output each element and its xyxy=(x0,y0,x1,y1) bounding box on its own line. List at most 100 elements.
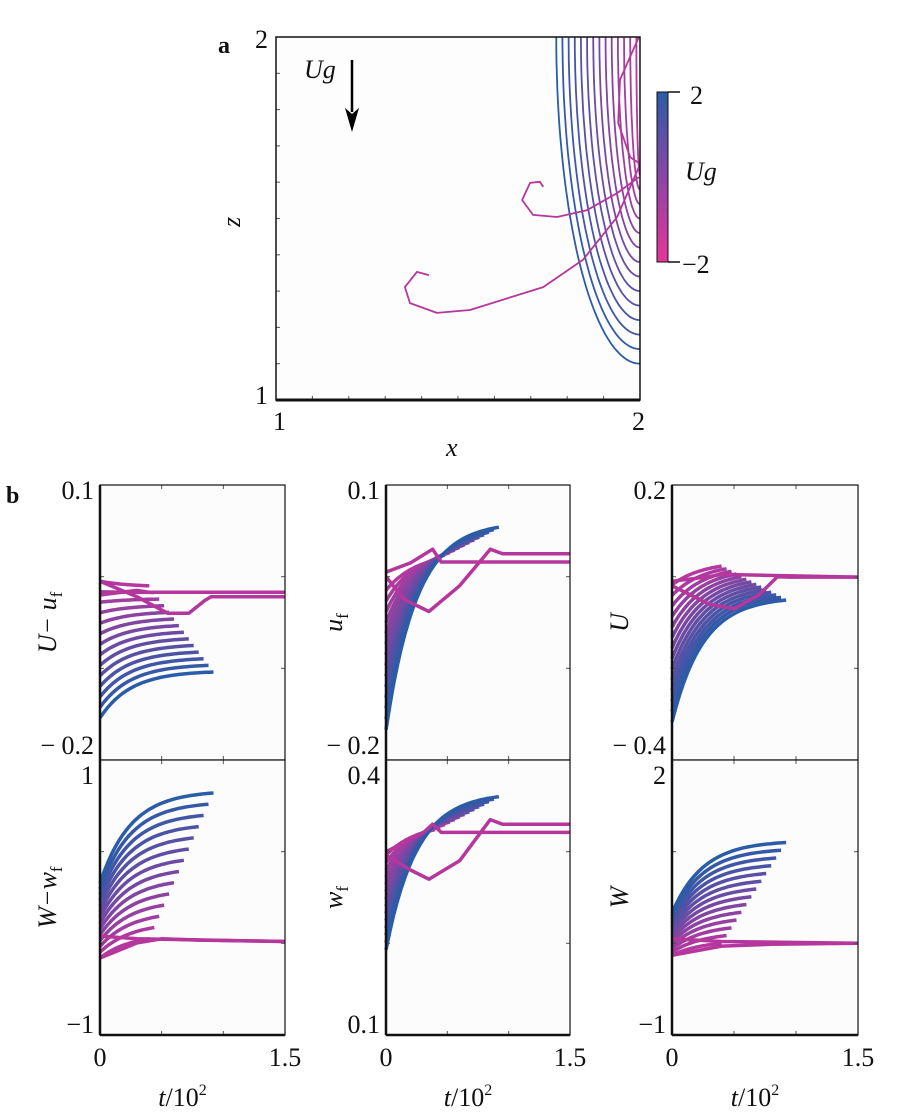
series-line-pink xyxy=(99,579,285,616)
y-axis-label: W−wf xyxy=(33,866,66,929)
plot-area-a xyxy=(276,37,640,400)
x-tick-label: 1.5 xyxy=(269,1043,302,1072)
series-line xyxy=(99,623,179,646)
trajectory-line xyxy=(580,36,641,307)
series-line xyxy=(670,582,757,660)
label-part: U xyxy=(605,611,634,632)
panel-b6: 2 −1 W 0 1.5 t/102 xyxy=(605,759,875,1112)
label-superscript: 2 xyxy=(484,1082,492,1099)
y-tick-label-bottom: −1 xyxy=(638,1010,666,1039)
label-main: u xyxy=(319,619,348,632)
y-tick-label-bottom: − 0.2 xyxy=(326,731,380,760)
series-line xyxy=(98,663,209,709)
series-line xyxy=(670,848,782,918)
y-axis-label: U− uf xyxy=(33,591,66,653)
series-line xyxy=(670,593,777,702)
y-tick-label-top: 0.1 xyxy=(62,476,95,505)
plot-area xyxy=(386,485,570,760)
series-line xyxy=(384,794,500,951)
label-subscript: f xyxy=(47,591,66,597)
series-line xyxy=(670,910,742,944)
colorbar-min-label: −2 xyxy=(682,250,710,279)
series-line xyxy=(98,813,204,896)
series-line xyxy=(98,847,189,913)
series-line-pink xyxy=(384,547,570,614)
series-line xyxy=(670,577,747,639)
series-line xyxy=(98,670,214,719)
x-axis-label: t/102 xyxy=(444,1082,492,1112)
series-line xyxy=(99,597,160,605)
colorbar-max-label: 2 xyxy=(690,81,703,110)
y-tick-label-top: 0.1 xyxy=(348,476,381,505)
panel-b4: 1 −1 W−wf 0 1.5 t/102 xyxy=(33,759,302,1112)
gravity-annotation: Ug xyxy=(304,55,336,84)
label-denominator: /10 xyxy=(451,1083,484,1112)
trajectory-line xyxy=(610,37,641,234)
label-main: t xyxy=(444,1083,452,1112)
series-line xyxy=(98,824,199,902)
series-line xyxy=(98,892,170,936)
trajectory-line-pink xyxy=(404,166,640,314)
series-line xyxy=(98,880,175,931)
series-line xyxy=(670,856,777,921)
label-superscript: 2 xyxy=(771,1082,779,1099)
series-line xyxy=(98,836,194,907)
series-line-pink xyxy=(671,937,859,946)
x-tick-label: 2 xyxy=(632,407,645,436)
panel-a: 1 2 2 1 x z Ug xyxy=(217,25,645,462)
series-line xyxy=(670,871,767,927)
series-line-pink xyxy=(99,934,286,944)
series-line xyxy=(98,903,165,942)
x-axis-label: t/102 xyxy=(158,1082,206,1112)
series-line xyxy=(98,656,204,698)
panel-b2: 0.1 − 0.2 uf xyxy=(319,476,571,761)
series-line xyxy=(98,802,209,890)
series-line xyxy=(670,572,737,618)
label-subscript: f xyxy=(47,866,66,872)
colorbar-gradient xyxy=(656,91,669,263)
label-part: W xyxy=(605,884,634,908)
x-axis-label: t/102 xyxy=(731,1082,779,1112)
y-tick-label-top: 0.4 xyxy=(348,761,381,790)
series-line-pink xyxy=(385,817,570,881)
label-main: W−w xyxy=(33,871,62,928)
x-tick-label: 1.5 xyxy=(554,1043,587,1072)
y-tick-label: 1 xyxy=(255,381,268,410)
panel-b3: 0.2 − 0.4 U xyxy=(605,476,859,761)
trajectory-line xyxy=(635,37,641,176)
x-axis-label: x xyxy=(445,433,458,462)
series-line xyxy=(670,574,742,628)
trajectory-line xyxy=(604,37,641,249)
trajectory-line xyxy=(586,37,641,292)
series-line xyxy=(98,643,194,678)
trajectory-line xyxy=(617,37,641,220)
x-tick-label: 0 xyxy=(666,1043,679,1072)
series-line xyxy=(98,791,214,884)
panel-b1: 0.1 − 0.2 U− uf xyxy=(33,476,286,761)
series-line xyxy=(98,858,185,919)
label-superscript: 2 xyxy=(199,1082,207,1099)
label-main: t xyxy=(158,1083,166,1112)
x-tick-label: 0 xyxy=(94,1043,107,1072)
series-line xyxy=(98,630,185,657)
series-line-pink xyxy=(99,588,285,597)
series-line xyxy=(670,580,752,649)
x-tick-label: 1.5 xyxy=(842,1043,875,1072)
series-line xyxy=(670,918,737,947)
series-line xyxy=(670,585,762,670)
series-line-pink xyxy=(385,822,570,854)
y-axis-label: uf xyxy=(319,613,352,632)
label-subscript: f xyxy=(333,886,352,892)
y-tick-label-top: 1 xyxy=(81,761,94,790)
series-line xyxy=(670,895,752,937)
y-tick-label-top: 0.2 xyxy=(634,476,667,505)
series-line xyxy=(99,579,150,588)
label-denominator: /10 xyxy=(738,1083,771,1112)
gravity-arrowhead-icon xyxy=(345,108,359,132)
trajectory-line-pink xyxy=(617,36,640,164)
series-line xyxy=(98,637,189,667)
panel-label-b: b xyxy=(6,483,19,509)
y-tick-label-bottom: −1 xyxy=(66,1010,94,1039)
series-line xyxy=(99,610,170,625)
